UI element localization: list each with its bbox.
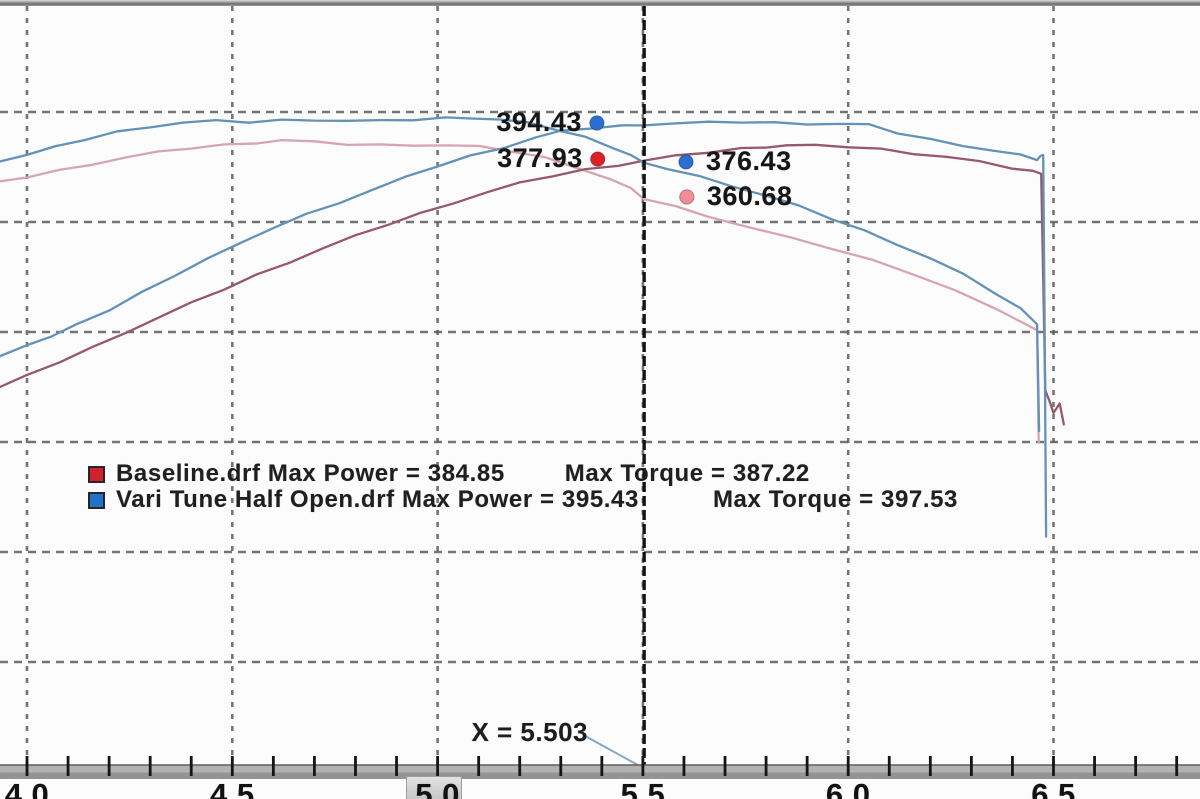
curve-baseline-torque [0, 138, 1040, 444]
curve-baseline-power [0, 143, 1065, 426]
curve-vari-tune-half-open-torque [0, 116, 1041, 433]
legend-file-and-power: Baseline.drf Max Power = 384.85 [116, 460, 505, 487]
axis-highlight-box [406, 776, 462, 799]
cursor-callout-line [584, 735, 646, 770]
marker-dot [589, 115, 605, 131]
legend-row-baseline: Baseline.drf Max Power = 384.85 Max Torqu… [88, 460, 958, 487]
legend-max-torque: Max Torque = 387.22 [564, 460, 810, 487]
legend-row-varitune: Vari Tune Half Open.drf Max Power = 395.… [88, 486, 958, 513]
x-axis-label: 5.5 [620, 777, 666, 799]
marker-value-label: 376.43 [706, 145, 792, 176]
x-axis-bar [0, 772, 1200, 779]
legend-swatch [88, 465, 105, 483]
x-axis-label: 6.0 [825, 777, 871, 799]
legend-max-torque: Max Torque = 397.53 [712, 486, 958, 513]
x-axis-label: 6.5 [1031, 777, 1076, 799]
marker-dot [590, 151, 606, 167]
legend: Baseline.drf Max Power = 384.85 Max Torqu… [88, 460, 958, 513]
marker-dot [678, 154, 694, 170]
x-axis-label: 5.0 [415, 777, 460, 799]
x-axis-bar [0, 765, 1200, 773]
legend-swatch [88, 491, 105, 509]
marker-value-label: 360.68 [706, 180, 793, 211]
marker-value-label: 394.43 [496, 107, 582, 137]
marker-value-label: 377.93 [497, 143, 583, 174]
cursor-readout: X = 5.503 [471, 717, 588, 747]
legend-file-and-power: Vari Tune Half Open.drf Max Power = 395.… [116, 486, 639, 513]
plot-top-border [0, 0, 1200, 6]
marker-dot [679, 189, 695, 205]
x-axis-label: 4.0 [4, 777, 50, 799]
x-axis-label: 4.5 [209, 777, 255, 799]
